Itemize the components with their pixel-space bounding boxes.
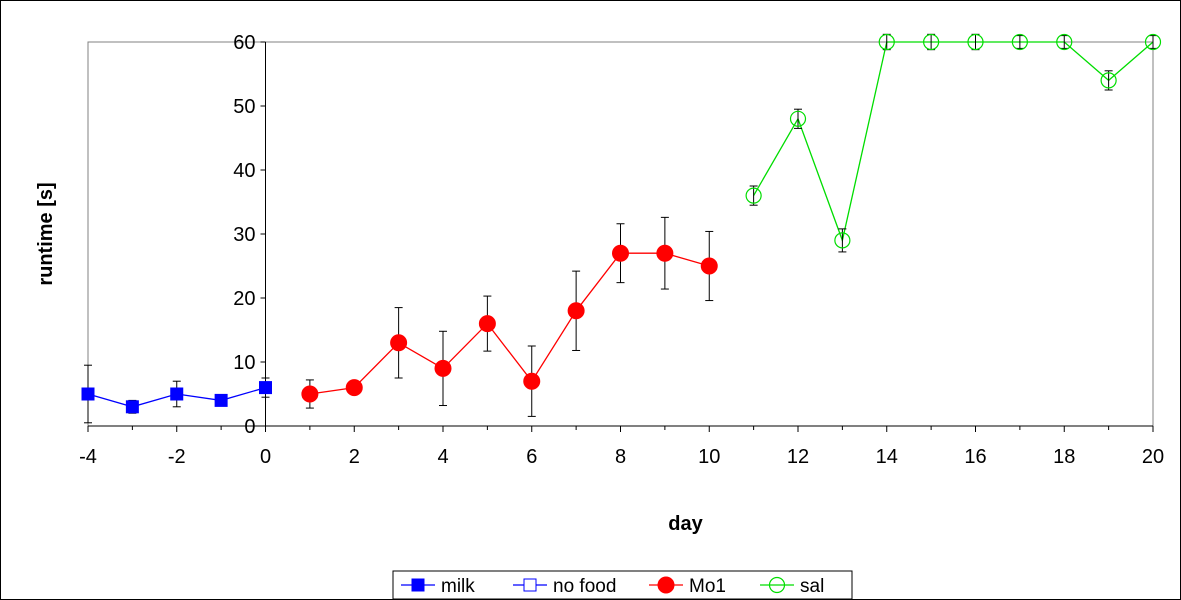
y-tick-label: 30 <box>233 224 255 246</box>
x-tick-label: 6 <box>526 446 537 468</box>
legend-label: Mo1 <box>689 576 726 597</box>
data-point <box>259 381 272 395</box>
data-point <box>700 257 718 275</box>
data-point <box>745 187 762 204</box>
data-point <box>125 400 139 414</box>
x-tick-label: 16 <box>964 446 986 468</box>
data-point <box>170 387 184 401</box>
y-tick-label: 60 <box>233 32 255 54</box>
data-point <box>81 387 95 401</box>
x-tick-label: 8 <box>615 446 626 468</box>
x-tick-label: -2 <box>168 446 186 468</box>
data-point <box>1144 33 1162 51</box>
data-point <box>434 359 452 377</box>
legend-marker <box>657 576 675 594</box>
data-point <box>390 334 408 352</box>
y-tick-label: 40 <box>233 160 255 182</box>
legend-item: sal <box>760 576 824 597</box>
series-sal <box>745 33 1162 253</box>
legend-marker <box>768 576 786 594</box>
legend-marker <box>523 578 537 592</box>
data-point <box>478 315 496 333</box>
data-point <box>923 33 940 51</box>
data-point <box>214 393 228 407</box>
data-point <box>656 244 674 262</box>
data-point <box>523 372 541 390</box>
x-tick-label: 12 <box>787 446 809 468</box>
data-point <box>967 33 984 51</box>
axes: 0 10 20 30 40 50 60 -4 -2 0 2 4 6 8 10 12 14 16 18 20 <box>79 32 1164 468</box>
data-point <box>1056 33 1073 51</box>
data-point <box>789 110 807 127</box>
legend-label: sal <box>800 576 824 597</box>
data-point <box>612 244 629 262</box>
x-tick-label: 10 <box>698 446 720 468</box>
y-tick-label: 0 <box>244 416 255 438</box>
y-tick-label: 20 <box>233 288 255 310</box>
x-tick-label: 20 <box>1142 446 1164 468</box>
x-tick-label: 4 <box>437 446 448 468</box>
y-axis-title: runtime [s] <box>35 182 57 285</box>
legend-label: milk <box>441 576 475 597</box>
series-milk <box>81 364 272 424</box>
legend-item: Mo1 <box>649 576 726 597</box>
data-point <box>834 232 851 249</box>
data-point <box>1011 33 1028 51</box>
x-tick-label: 0 <box>260 446 271 468</box>
legend: milk no food Mo1 sal <box>392 570 853 600</box>
series-line <box>309 252 710 395</box>
legend-label: no food <box>553 576 616 597</box>
x-tick-label: 18 <box>1053 446 1075 468</box>
legend-item: milk <box>401 576 475 597</box>
series-line <box>753 41 1154 243</box>
data-point <box>345 379 363 397</box>
data-point <box>1100 72 1117 89</box>
data-point <box>567 302 585 320</box>
x-axis-title: day <box>668 513 703 535</box>
y-tick-label: 10 <box>233 352 255 374</box>
legend-marker <box>411 578 425 592</box>
series-mo1 <box>301 216 718 417</box>
y-tick-label: 50 <box>233 96 255 118</box>
x-tick-label: -4 <box>79 446 97 468</box>
x-tick-label: 2 <box>349 446 360 468</box>
series-layer <box>81 33 1162 424</box>
data-point <box>878 33 895 51</box>
x-tick-label: 14 <box>876 446 898 468</box>
legend-item: no food <box>513 576 616 597</box>
data-point <box>301 385 319 403</box>
